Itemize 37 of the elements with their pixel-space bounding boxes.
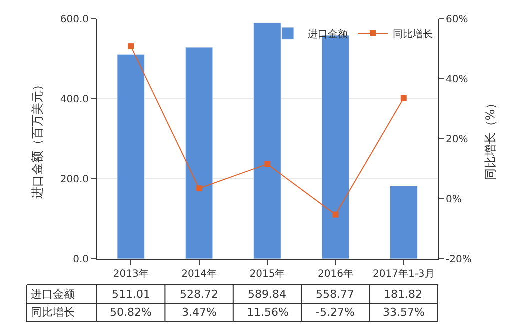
point <box>128 44 134 50</box>
y-tick-label: 0.0 <box>73 254 89 266</box>
data-label: 3.47% <box>182 306 217 319</box>
point <box>196 186 202 192</box>
point <box>400 95 407 102</box>
data-label: 33.57% <box>383 306 425 319</box>
bar <box>117 54 145 259</box>
text: 同比增长 <box>31 306 75 319</box>
y2-tick-label: 20% <box>446 134 468 146</box>
y-axis-title: 进口金额（百万美元） <box>30 79 45 199</box>
y-tick-label: 400.0 <box>60 94 89 106</box>
x-tick-label: 2014年 <box>182 268 218 280</box>
y2-axis-title: 同比增长（%） <box>484 97 498 181</box>
legend-label: 同比增长 <box>393 28 433 40</box>
point <box>332 212 339 218</box>
x-tick-label: 2017年1-3月 <box>373 268 435 280</box>
data-label: -5.27% <box>316 306 355 319</box>
y2-tick-label: 0% <box>446 194 462 206</box>
bar <box>185 47 214 259</box>
data-label: 589.84 <box>248 288 286 301</box>
data-label: 11.56% <box>247 306 289 319</box>
y2-tick-label: 60% <box>446 14 468 26</box>
data-label: 181.82 <box>384 288 422 301</box>
x-tick-label: 2015年 <box>250 268 286 280</box>
text: 进口金额 <box>31 288 75 301</box>
data-label: 511.01 <box>112 288 150 301</box>
data-label: 50.82% <box>110 306 152 319</box>
y2-tick-label: -20% <box>446 254 472 266</box>
data-label: 528.72 <box>180 288 218 301</box>
point <box>264 161 270 168</box>
x-tick-label: 2013年 <box>113 268 149 280</box>
y-tick-label: 200.0 <box>60 174 89 186</box>
y2-tick-label: 40% <box>446 74 468 86</box>
x-tick-label: 2016年 <box>318 268 354 280</box>
data-label: 558.77 <box>316 288 354 301</box>
bar <box>390 186 418 259</box>
y-tick-label: 600.0 <box>60 14 89 26</box>
